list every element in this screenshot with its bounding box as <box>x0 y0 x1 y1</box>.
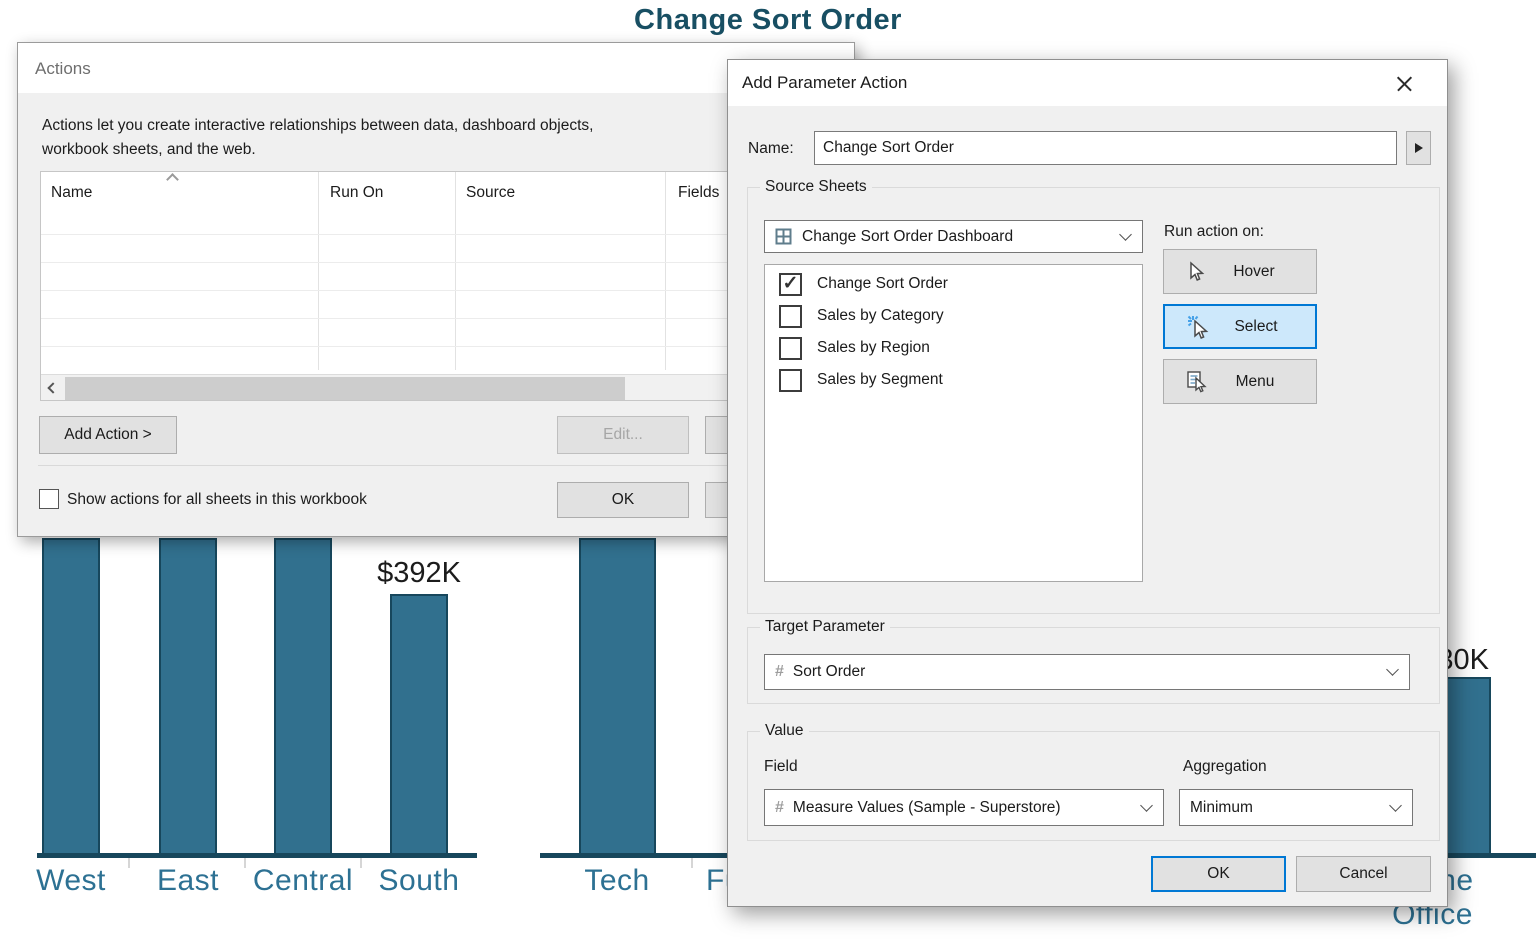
name-input[interactable] <box>814 131 1397 165</box>
screen: Change Sort Order $392K West East Centra… <box>0 0 1536 939</box>
actions-description-line1: Actions let you create interactive relat… <box>42 117 593 135</box>
sheet-list[interactable]: ✓ Change Sort Order ✓ Sales by Category … <box>764 264 1143 582</box>
parameter-number-icon: # <box>775 663 784 681</box>
target-parameter-legend: Target Parameter <box>760 618 890 636</box>
bar-south[interactable] <box>390 594 448 853</box>
run-button-label: Select <box>1211 318 1315 336</box>
dashboard-selector-dropdown[interactable]: Change Sort Order Dashboard <box>764 220 1143 253</box>
field-value: Measure Values (Sample - Superstore) <box>793 799 1061 817</box>
show-all-sheets-label: Show actions for all sheets in this work… <box>67 491 367 509</box>
sheet-item-sales-by-segment[interactable]: ✓ Sales by Segment <box>765 365 1142 395</box>
scrollbar-thumb[interactable] <box>65 377 625 401</box>
data-label-south: $392K <box>349 557 489 590</box>
label-tech: Tech <box>557 864 677 898</box>
triangle-right-icon <box>1415 143 1423 153</box>
add-action-button[interactable]: Add Action > <box>39 416 177 454</box>
bar-tech[interactable] <box>579 538 656 853</box>
actions-description-line2: workbook sheets, and the web. <box>42 141 256 159</box>
column-divider <box>318 172 319 370</box>
param-ok-button[interactable]: OK <box>1151 856 1286 892</box>
sheet-checkbox[interactable]: ✓ <box>779 273 802 296</box>
run-action-on-label: Run action on: <box>1164 223 1264 241</box>
actions-table[interactable]: Name Run On Source Fields <box>40 171 842 401</box>
parameter-number-icon: # <box>775 799 784 817</box>
run-button-label: Menu <box>1208 373 1316 391</box>
actions-ok-button[interactable]: OK <box>557 482 689 518</box>
sheet-item-sales-by-category[interactable]: ✓ Sales by Category <box>765 301 1142 331</box>
row-divider <box>41 234 841 235</box>
run-on-hover-button[interactable]: Hover <box>1163 249 1317 294</box>
chevron-down-icon <box>1386 663 1399 676</box>
dashboard-grid-icon <box>775 228 792 245</box>
param-cancel-button[interactable]: Cancel <box>1296 856 1431 892</box>
sheet-checkbox[interactable]: ✓ <box>779 337 802 360</box>
cursor-sparkle-icon <box>1187 315 1211 339</box>
menu-cursor-icon <box>1186 370 1208 394</box>
edit-button[interactable]: Edit... <box>557 416 689 454</box>
run-on-menu-button[interactable]: Menu <box>1163 359 1317 404</box>
bar-central[interactable] <box>274 538 332 853</box>
run-button-label: Hover <box>1206 263 1316 281</box>
column-header-run-on[interactable]: Run On <box>330 184 383 202</box>
chevron-down-icon <box>1119 228 1132 241</box>
column-header-source[interactable]: Source <box>466 184 515 202</box>
row-divider <box>41 262 841 263</box>
sheet-item-label: Sales by Region <box>817 339 930 357</box>
column-header-fields[interactable]: Fields <box>678 184 719 202</box>
field-label: Field <box>764 758 798 776</box>
name-expand-button[interactable] <box>1406 131 1431 165</box>
add-parameter-action-dialog: Add Parameter Action Name: Source Sheets… <box>727 59 1448 907</box>
cursor-icon <box>1186 261 1206 283</box>
aggregation-value: Minimum <box>1190 799 1253 817</box>
param-dialog-title: Add Parameter Action <box>742 73 907 93</box>
show-all-sheets-checkbox[interactable] <box>39 489 59 509</box>
label-central: Central <box>243 864 363 898</box>
scroll-left-icon[interactable] <box>47 382 58 393</box>
sort-caret-icon[interactable] <box>166 173 179 186</box>
run-on-select-button[interactable]: Select <box>1163 304 1317 349</box>
sheet-checkbox[interactable]: ✓ <box>779 369 802 392</box>
sheet-item-change-sort-order[interactable]: ✓ Change Sort Order <box>765 269 1142 299</box>
dashboard-title: Change Sort Order <box>0 4 1536 37</box>
source-sheets-legend: Source Sheets <box>760 178 872 196</box>
label-west: West <box>11 864 131 898</box>
chevron-down-icon <box>1389 799 1402 812</box>
sheet-item-label: Sales by Category <box>817 307 944 325</box>
region-axis <box>37 853 477 858</box>
chevron-down-icon <box>1140 799 1153 812</box>
value-legend: Value <box>760 722 809 740</box>
horizontal-scrollbar[interactable] <box>41 374 841 401</box>
row-divider <box>41 290 841 291</box>
label-south: South <box>359 864 479 898</box>
row-divider <box>41 318 841 319</box>
sheet-item-sales-by-region[interactable]: ✓ Sales by Region <box>765 333 1142 363</box>
row-divider <box>41 346 841 347</box>
sheet-item-label: Sales by Segment <box>817 371 943 389</box>
target-parameter-value: Sort Order <box>793 663 865 681</box>
name-label: Name: <box>748 140 794 158</box>
actions-dialog-title: Actions <box>35 59 91 79</box>
close-icon[interactable] <box>1390 70 1418 98</box>
bar-west[interactable] <box>42 538 100 853</box>
axis-tick <box>691 858 693 868</box>
column-header-name[interactable]: Name <box>51 184 92 202</box>
label-east: East <box>128 864 248 898</box>
sheet-checkbox[interactable]: ✓ <box>779 305 802 328</box>
field-dropdown[interactable]: # Measure Values (Sample - Superstore) <box>764 789 1164 826</box>
dashboard-selector-value: Change Sort Order Dashboard <box>802 228 1013 246</box>
dialog-divider <box>38 465 836 466</box>
bar-east[interactable] <box>159 538 217 853</box>
column-divider <box>455 172 456 370</box>
aggregation-label: Aggregation <box>1183 758 1267 776</box>
column-divider <box>665 172 666 370</box>
sheet-item-label: Change Sort Order <box>817 275 948 293</box>
aggregation-dropdown[interactable]: Minimum <box>1179 789 1413 826</box>
target-parameter-dropdown[interactable]: # Sort Order <box>764 654 1410 690</box>
checkmark-icon: ✓ <box>783 274 799 293</box>
